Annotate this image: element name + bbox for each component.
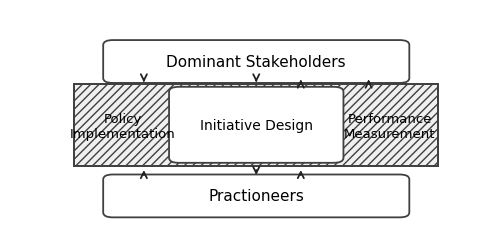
FancyBboxPatch shape	[103, 41, 410, 84]
Text: Initiative Design: Initiative Design	[200, 118, 313, 132]
Bar	[74, 85, 438, 166]
Bar	[74, 85, 438, 166]
FancyBboxPatch shape	[169, 87, 344, 163]
FancyBboxPatch shape	[103, 175, 410, 217]
Text: Practioneers: Practioneers	[208, 189, 304, 204]
Text: Performance
Measurement: Performance Measurement	[344, 112, 436, 140]
Text: Dominant Stakeholders: Dominant Stakeholders	[166, 55, 346, 70]
Text: Policy
Implementation: Policy Implementation	[70, 112, 176, 140]
